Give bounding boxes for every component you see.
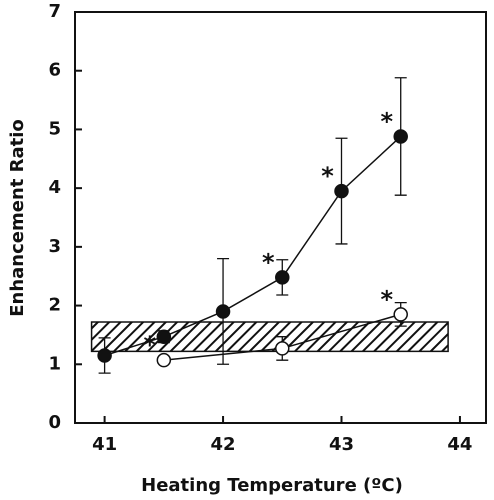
data-point xyxy=(334,183,349,199)
plot-frame xyxy=(74,11,487,424)
x-tick-label: 41 xyxy=(92,434,117,455)
data-point xyxy=(275,341,290,356)
y-tick-label: 3 xyxy=(48,236,61,257)
data-point xyxy=(393,307,408,322)
y-tick-label: 0 xyxy=(48,412,61,433)
series-line xyxy=(104,135,402,357)
data-point xyxy=(156,352,172,368)
significance-mark: * xyxy=(380,285,393,313)
x-tick-label: 42 xyxy=(211,434,236,455)
data-point xyxy=(156,329,172,344)
significance-mark: * xyxy=(262,248,275,276)
reference-band xyxy=(90,321,449,353)
y-tick-label: 7 xyxy=(48,1,61,22)
data-point xyxy=(393,129,408,144)
data-point xyxy=(275,270,290,285)
y-tick-label: 6 xyxy=(48,60,61,81)
x-axis-title: Heating Temperature (ºC) xyxy=(141,475,403,496)
significance-mark: * xyxy=(380,107,393,135)
significance-mark: * xyxy=(321,162,334,190)
y-axis-title: Enhancement Ratio xyxy=(7,119,28,317)
data-point xyxy=(97,348,112,363)
y-tick-label: 1 xyxy=(48,353,61,374)
x-tick-label: 43 xyxy=(329,434,354,455)
y-tick-label: 2 xyxy=(48,295,61,316)
y-tick-label: 4 xyxy=(48,177,61,198)
x-tick-label: 44 xyxy=(447,434,472,455)
y-tick-label: 5 xyxy=(48,118,61,139)
significance-mark: * xyxy=(144,331,157,359)
data-point xyxy=(215,304,231,319)
